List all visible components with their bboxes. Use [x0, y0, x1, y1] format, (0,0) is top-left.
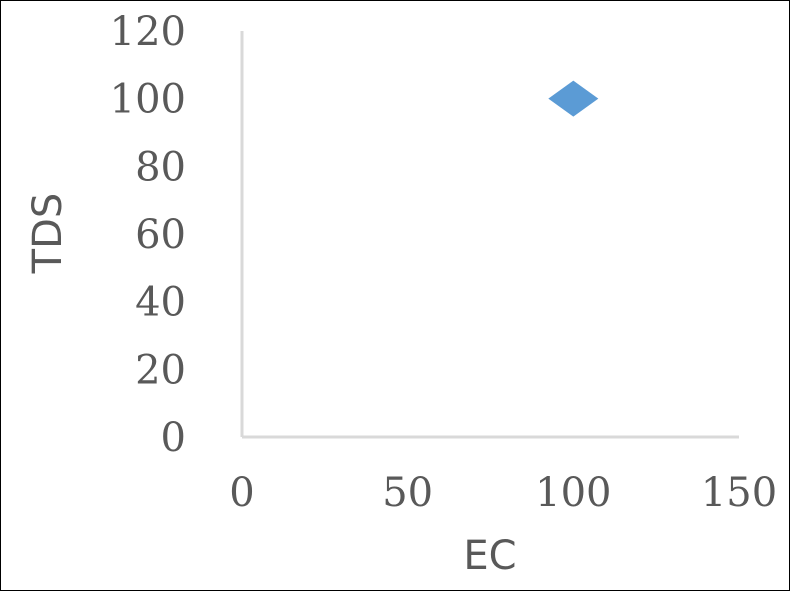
x-tick-label: 100	[535, 470, 611, 516]
y-tick-label: 40	[135, 280, 186, 326]
x-tick-labels: 0 50 100 150	[229, 470, 777, 516]
y-tick-label: 80	[135, 144, 186, 190]
data-point-diamond	[548, 80, 599, 117]
y-tick-label: 100	[110, 77, 186, 123]
y-tick-label: 120	[110, 9, 186, 55]
y-tick-label: 0	[161, 415, 186, 461]
y-axis-title: TDS	[25, 193, 71, 275]
y-tick-label: 60	[135, 212, 186, 258]
data-points	[548, 80, 599, 117]
y-tick-labels: 0 20 40 60 80 100 120	[110, 9, 186, 461]
x-tick-label: 150	[701, 470, 777, 516]
x-tick-label: 0	[229, 470, 254, 516]
y-tick-label: 20	[135, 347, 186, 393]
x-axis-title: EC	[463, 533, 516, 579]
x-tick-label: 50	[382, 470, 433, 516]
axes	[240, 31, 739, 439]
